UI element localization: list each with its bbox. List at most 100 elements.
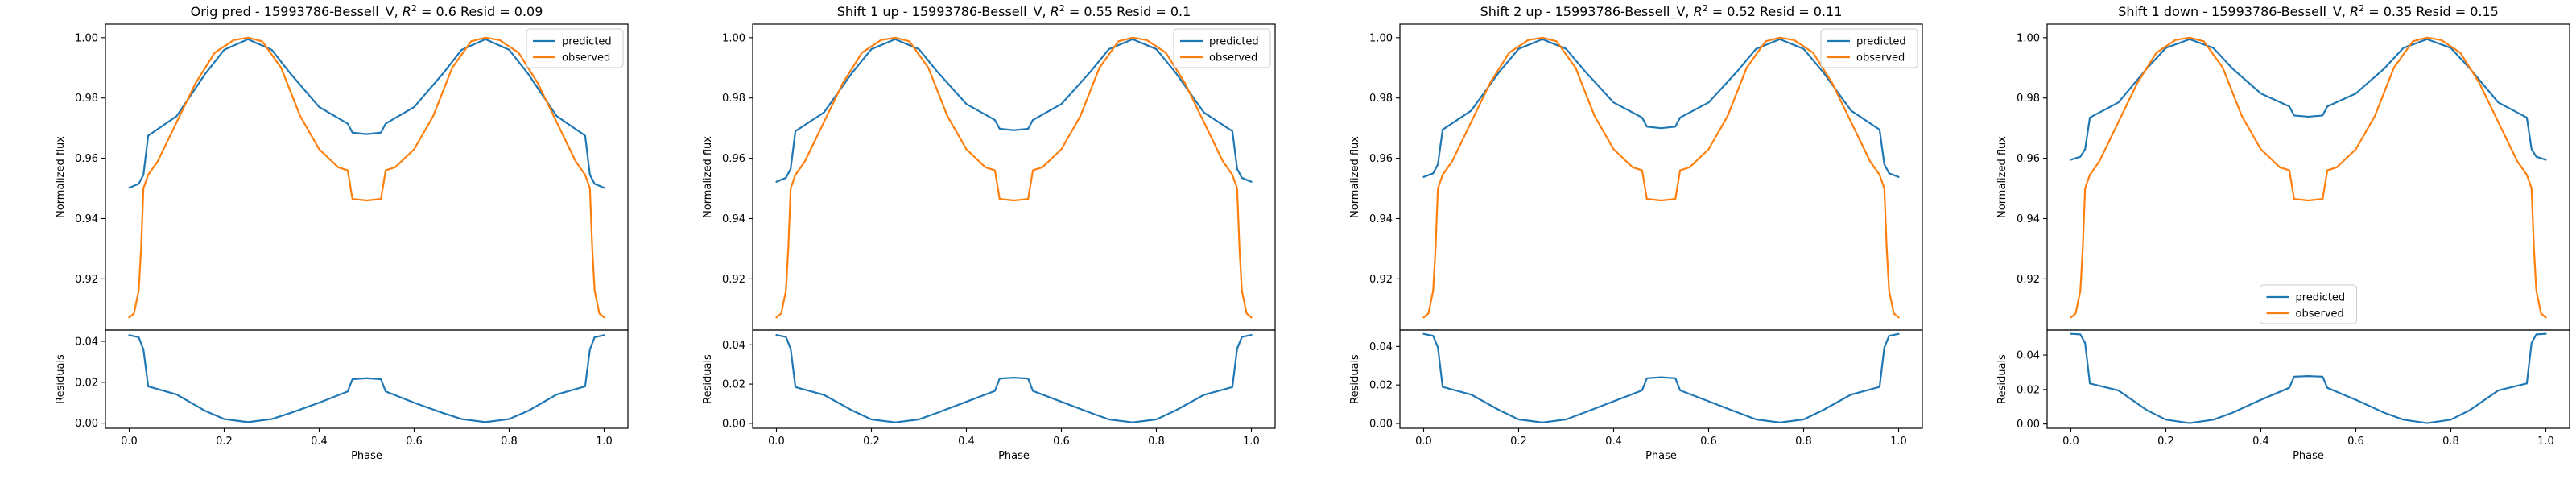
y-tick-label: 0.94 (2017, 213, 2040, 225)
y-tick-label: 0.92 (722, 274, 745, 286)
y-tick-label: 0.02 (722, 379, 745, 391)
title-r2-symbol: R (402, 4, 411, 19)
title-r2-value: = 0.6 (417, 4, 456, 19)
y-tick-label: 0.96 (2017, 153, 2040, 165)
title-r2-value: = 0.52 (1708, 4, 1756, 19)
y-tick-label: 0.92 (2017, 274, 2040, 286)
series-group (1422, 332, 1900, 423)
legend-label-observed: observed (562, 52, 610, 64)
series-line-observed (775, 36, 1253, 319)
y-tick-label: 0.94 (722, 213, 745, 225)
residual-panel-4: 0.00 0.02 0.04 Residuals 0.0 0.2 0.4 0.6 0.8 1.0 P… (1996, 329, 2570, 462)
flux-panel-4: 0.92 0.94 0.96 0.98 1.00 Normalized flux Shift… (1996, 3, 2570, 331)
panel-title: Shift 1 up - 15993786-Bessell_V, R2 = 0.… (837, 3, 1191, 20)
flux-panel-1: 0.92 0.94 0.96 0.98 1.00 Normalized flux Orig … (55, 3, 629, 331)
y-tick-label: 1.00 (722, 32, 745, 44)
series-line-observed (2070, 36, 2547, 319)
x-tick-label: 0.4 (2252, 436, 2269, 448)
title-r2-symbol: R (1694, 4, 1703, 19)
y-tick-label: 0.04 (722, 340, 745, 352)
series-line-predicted (2070, 38, 2547, 161)
flux-panel-2: 0.92 0.94 0.96 0.98 1.00 Normalized flux Shift… (702, 3, 1276, 331)
title-r2-symbol: R (2350, 4, 2359, 19)
series-group (128, 36, 605, 319)
x-tick-label: 0.8 (1148, 436, 1165, 448)
series-group (128, 334, 605, 423)
legend: predicted observed (1173, 28, 1271, 68)
y-tick-label: 0.04 (1369, 341, 1393, 353)
y-tick-label: 0.96 (722, 153, 745, 165)
y-tick-label: 1.00 (2017, 32, 2040, 44)
title-resid: Resid = 0.15 (2412, 4, 2498, 19)
x-tick-label: 0.8 (2442, 436, 2459, 448)
x-axis-label: Phase (2293, 450, 2324, 462)
legend-label-observed: observed (2296, 308, 2344, 320)
y-axis-label: Residuals (55, 354, 67, 404)
series-group (2070, 36, 2547, 319)
title-resid: Resid = 0.09 (456, 4, 543, 19)
title-prefix: Shift 1 down - 15993786-Bessell_V, (2118, 4, 2350, 20)
x-tick-label: 1.0 (2537, 436, 2554, 448)
title-prefix: Shift 2 up - 15993786-Bessell_V, (1480, 4, 1694, 20)
series-line-residuals (128, 334, 605, 423)
y-axis-label: Normalized flux (1349, 136, 1361, 218)
y-tick-label: 0.98 (1369, 93, 1393, 105)
series-line-observed (1422, 36, 1900, 319)
x-tick-label: 1.0 (1243, 436, 1260, 448)
x-tick-label: 0.8 (1795, 436, 1812, 448)
x-axis-label: Phase (998, 450, 1030, 462)
y-tick-label: 1.00 (75, 32, 98, 44)
panels: 0.92 0.94 0.96 0.98 1.00 Normalized flux Orig … (55, 3, 2570, 462)
legend-label-predicted: predicted (1209, 36, 1259, 48)
series-line-predicted (775, 38, 1253, 183)
y-tick-label: 0.94 (1369, 213, 1393, 225)
axes-frame (2046, 329, 2570, 429)
x-tick-label: 1.0 (1890, 436, 1907, 448)
title-prefix: Shift 1 up - 15993786-Bessell_V, (837, 4, 1051, 20)
series-line-residuals (1422, 332, 1900, 423)
title-resid: Resid = 0.11 (1756, 4, 1842, 19)
legend-label-observed: observed (1856, 52, 1905, 64)
x-tick-label: 0.0 (768, 436, 785, 448)
x-axis-label: Phase (351, 450, 382, 462)
y-tick-label: 0.02 (1369, 380, 1393, 392)
y-tick-label: 0.04 (75, 336, 98, 348)
series-line-residuals (775, 334, 1253, 423)
y-tick-label: 0.92 (75, 274, 98, 286)
panel-title: Orig pred - 15993786-Bessell_V, R2 = 0.6… (191, 3, 543, 20)
title-r2-exponent: 2 (1059, 3, 1065, 14)
y-axis-label: Normalized flux (1996, 136, 2008, 218)
title-prefix: Orig pred - 15993786-Bessell_V, (191, 4, 402, 20)
panel-title: Shift 1 down - 15993786-Bessell_V, R2 = … (2118, 3, 2499, 20)
x-tick-label: 0.8 (501, 436, 518, 448)
x-tick-label: 0.2 (2157, 436, 2174, 448)
axes-frame (1399, 329, 1923, 429)
y-axis-label: Normalized flux (702, 136, 714, 218)
y-tick-label: 0.02 (2017, 384, 2040, 396)
y-axis-label: Residuals (1996, 354, 2008, 404)
x-tick-label: 1.0 (596, 436, 613, 448)
x-tick-label: 0.6 (1053, 436, 1070, 448)
title-r2-value: = 0.55 (1065, 4, 1113, 19)
x-tick-label: 0.2 (863, 436, 880, 448)
series-line-residuals (2070, 332, 2547, 424)
title-r2-exponent: 2 (411, 3, 417, 14)
title-r2-exponent: 2 (1703, 3, 1708, 14)
series-line-observed (128, 36, 605, 319)
title-r2-symbol: R (1051, 4, 1059, 19)
series-group (775, 334, 1253, 423)
x-tick-label: 0.6 (406, 436, 423, 448)
x-tick-label: 0.0 (2062, 436, 2079, 448)
x-tick-label: 0.2 (216, 436, 233, 448)
y-tick-label: 0.92 (1369, 274, 1393, 286)
x-tick-label: 0.0 (1415, 436, 1432, 448)
y-tick-label: 0.00 (722, 418, 745, 430)
legend: predicted observed (2260, 284, 2357, 324)
y-axis-label: Residuals (1349, 354, 1361, 404)
title-r2-exponent: 2 (2359, 3, 2364, 14)
x-tick-label: 0.0 (121, 436, 138, 448)
y-tick-label: 0.00 (75, 418, 98, 430)
y-tick-label: 0.96 (75, 153, 98, 165)
y-tick-label: 0.98 (75, 93, 98, 105)
